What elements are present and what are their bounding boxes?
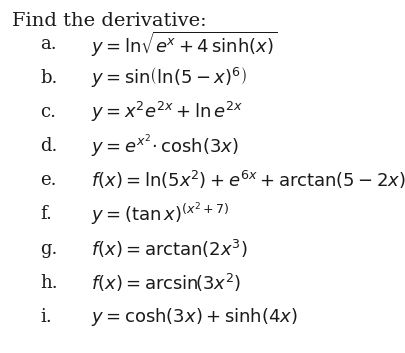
Text: $y = \ln\!\sqrt{e^{x}+4\,\mathrm{sinh}(x)}$: $y = \ln\!\sqrt{e^{x}+4\,\mathrm{sinh}(x… bbox=[91, 30, 277, 59]
Text: $y = \mathrm{cosh}(3x)+\mathrm{sinh}(4x)$: $y = \mathrm{cosh}(3x)+\mathrm{sinh}(4x)… bbox=[91, 306, 298, 328]
Text: c.: c. bbox=[40, 103, 56, 121]
Text: $y = \sin\!\left(\ln(5-x)^{6}\right)$: $y = \sin\!\left(\ln(5-x)^{6}\right)$ bbox=[91, 66, 246, 90]
Text: $y = e^{x^{2}}\!\cdot\mathrm{cosh}(3x)$: $y = e^{x^{2}}\!\cdot\mathrm{cosh}(3x)$ bbox=[91, 133, 239, 160]
Text: g.: g. bbox=[40, 240, 58, 257]
Text: $y = (\tan x)^{(x^{2}+7)}$: $y = (\tan x)^{(x^{2}+7)}$ bbox=[91, 201, 230, 228]
Text: d.: d. bbox=[40, 137, 58, 155]
Text: b.: b. bbox=[40, 69, 58, 87]
Text: a.: a. bbox=[40, 35, 57, 53]
Text: $f(x) = \mathrm{arctan}(2x^{3})$: $f(x) = \mathrm{arctan}(2x^{3})$ bbox=[91, 238, 247, 259]
Text: f.: f. bbox=[40, 205, 52, 223]
Text: Find the derivative:: Find the derivative: bbox=[12, 12, 206, 30]
Text: i.: i. bbox=[40, 308, 52, 325]
Text: e.: e. bbox=[40, 172, 57, 189]
Text: h.: h. bbox=[40, 274, 58, 292]
Text: $f(x) = \mathrm{arcsin}\!\left(3x^{2}\right)$: $f(x) = \mathrm{arcsin}\!\left(3x^{2}\ri… bbox=[91, 271, 241, 294]
Text: $y = x^{2}e^{2x}+\ln e^{2x}$: $y = x^{2}e^{2x}+\ln e^{2x}$ bbox=[91, 100, 243, 124]
Text: $f(x) = \ln(5x^{2})+e^{6x}+\mathrm{arctan}(5-2x)$: $f(x) = \ln(5x^{2})+e^{6x}+\mathrm{arcta… bbox=[91, 169, 405, 191]
